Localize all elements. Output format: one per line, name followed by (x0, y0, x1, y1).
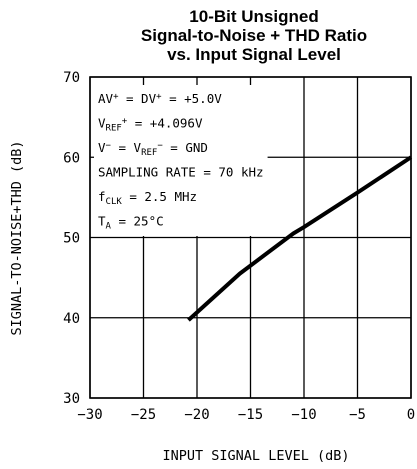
annotation-line: VREF+ = +4.096V (98, 116, 203, 134)
x-tick-label: −5 (349, 407, 366, 423)
x-tick-label: −15 (238, 407, 263, 423)
y-tick-label: 30 (63, 391, 80, 407)
annotation-background (94, 85, 268, 236)
x-tick-label: 0 (407, 407, 415, 423)
x-tick-label: −20 (184, 407, 209, 423)
y-tick-label: 70 (63, 70, 80, 86)
x-tick-label: −30 (77, 407, 102, 423)
series-line (187, 155, 413, 322)
chart-title-line-2: Signal-to-Noise + THD Ratio (141, 26, 367, 45)
y-axis-label: SIGNAL-TO-NOISE+THD (dB) (9, 140, 25, 335)
tick-labels: −30 −25 −20 −15 −10 −5 0 30 40 50 60 70 (63, 70, 415, 423)
annotation-line: SAMPLING RATE = 70 kHz (98, 165, 264, 180)
x-tick-label: −10 (291, 407, 316, 423)
annotation-line: AV+ = DV+ = +5.0V (98, 91, 222, 106)
annotation-line: TA = 25°C (98, 214, 164, 232)
chart-title-line-3: vs. Input Signal Level (167, 45, 341, 64)
x-tick-label: −25 (131, 407, 156, 423)
conditions-annotation: AV+ = DV+ = +5.0V VREF+ = +4.096V V− = VRE… (94, 85, 268, 236)
annotation-line: V− = VREF− = GND (98, 140, 208, 158)
annotation-line: fCLK = 2.5 MHz (98, 189, 197, 207)
y-tick-label: 50 (63, 231, 80, 247)
chart-title-line-1: 10-Bit Unsigned (189, 7, 318, 26)
series-group (187, 155, 413, 322)
plot-frame (89, 76, 412, 399)
y-tick-label: 60 (63, 150, 80, 166)
x-axis-label: INPUT SIGNAL LEVEL (dB) (163, 448, 350, 464)
y-tick-label: 40 (63, 311, 80, 327)
